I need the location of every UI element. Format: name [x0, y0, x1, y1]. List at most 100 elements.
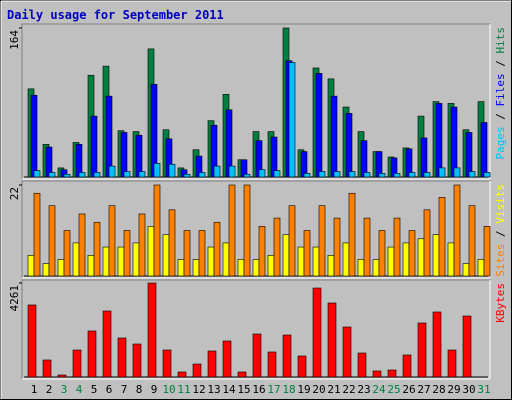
bar	[468, 205, 476, 277]
x-tick-label: 3	[61, 383, 68, 396]
x-tick-label: 7	[121, 383, 128, 396]
y-tick-label: 164	[8, 30, 21, 50]
bar	[297, 246, 305, 277]
bar	[462, 315, 472, 378]
bar	[57, 259, 65, 277]
y-tick-label: 4261	[8, 285, 21, 312]
bar	[402, 354, 412, 378]
x-tick-label: 13	[207, 383, 220, 396]
bar	[48, 172, 56, 178]
bar	[342, 326, 352, 378]
bar	[333, 171, 341, 178]
bar	[438, 167, 446, 178]
legend-separator: /	[494, 224, 507, 244]
bar	[132, 343, 142, 378]
bar	[333, 217, 341, 277]
bar	[222, 340, 232, 378]
bar	[33, 192, 41, 277]
bar	[258, 169, 266, 178]
bar	[72, 242, 80, 277]
bar	[453, 184, 461, 277]
bar	[252, 333, 262, 378]
bar	[78, 172, 86, 178]
bar	[147, 226, 155, 277]
bar	[267, 255, 275, 277]
x-tick-label: 10	[162, 383, 175, 396]
bar	[468, 171, 476, 178]
x-tick-label: 1	[31, 383, 38, 396]
bar	[123, 230, 131, 277]
x-tick-label: 23	[357, 383, 370, 396]
x-tick-label: 6	[106, 383, 113, 396]
x-tick-label: 22	[342, 383, 355, 396]
x-tick-label: 19	[297, 383, 310, 396]
bar	[318, 171, 326, 178]
legend-separator: /	[494, 107, 507, 127]
bar	[75, 143, 83, 178]
bar	[348, 171, 356, 178]
legend-entry: Hits	[494, 27, 507, 54]
bar	[237, 371, 247, 378]
bar	[288, 62, 296, 178]
x-tick-label: 16	[252, 383, 265, 396]
bar	[477, 259, 485, 277]
x-tick-label: 5	[91, 383, 98, 396]
bar	[402, 242, 410, 277]
bar	[87, 255, 95, 277]
bar	[222, 242, 230, 277]
bar	[303, 173, 311, 178]
bar	[288, 205, 296, 277]
bar	[408, 172, 416, 178]
bar	[27, 255, 35, 277]
x-tick-label: 27	[417, 383, 430, 396]
x-tick-label: 30	[462, 383, 475, 396]
bar	[63, 230, 71, 277]
bar	[42, 359, 52, 378]
bar	[102, 246, 110, 277]
bar	[342, 242, 350, 277]
bar	[462, 263, 470, 277]
x-tick-label: 31	[477, 383, 490, 396]
bar	[198, 230, 206, 277]
bar	[315, 73, 323, 178]
bar	[447, 349, 457, 378]
bar	[78, 213, 86, 277]
legend-entry: Visits	[494, 184, 507, 224]
bar	[123, 171, 131, 178]
x-tick-label: 26	[402, 383, 415, 396]
bar	[327, 255, 335, 277]
bar	[168, 209, 176, 277]
bar	[420, 137, 428, 178]
bar	[237, 259, 245, 277]
chart-title: Daily usage for September 2011	[7, 8, 224, 22]
x-tick-label: 2	[46, 383, 53, 396]
bar	[438, 197, 446, 277]
x-tick-label: 11	[177, 383, 190, 396]
bar	[168, 163, 176, 178]
legend-entry: Files	[494, 73, 507, 106]
x-tick-label: 24	[372, 383, 386, 396]
bar	[138, 213, 146, 277]
bar	[213, 165, 221, 178]
bar	[258, 226, 266, 277]
legend-entry: Pages	[494, 126, 507, 159]
bar	[330, 95, 338, 178]
bar	[243, 184, 251, 277]
x-tick-label: 20	[312, 383, 325, 396]
bar	[363, 217, 371, 277]
bar	[138, 171, 146, 178]
bar	[282, 234, 290, 277]
bar	[297, 355, 307, 378]
bar	[177, 259, 185, 277]
bar	[327, 302, 337, 378]
bar	[48, 205, 56, 277]
bar	[183, 230, 191, 277]
bar	[192, 259, 200, 277]
bar	[432, 311, 442, 378]
x-tick-label: 9	[151, 383, 158, 396]
bar	[408, 230, 416, 277]
bar	[252, 259, 260, 277]
bar	[102, 310, 112, 378]
bar	[282, 334, 292, 378]
bar	[447, 242, 455, 277]
